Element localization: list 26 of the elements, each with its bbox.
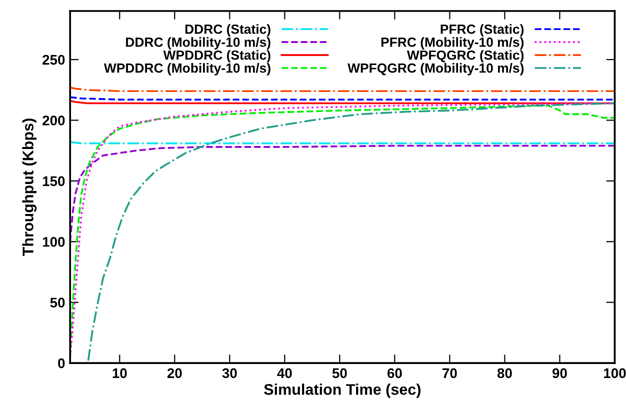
y-tick-label: 50 [50, 298, 65, 308]
legend-label: WPDDRC (Static) [163, 50, 270, 62]
legend-label: WPFQGRC (Static) [406, 50, 524, 62]
x-tick-label: 80 [497, 368, 512, 378]
x-tick-label: 40 [277, 368, 292, 378]
y-tick-label: 200 [42, 116, 65, 126]
x-tick-label: 70 [442, 368, 457, 378]
x-tick-label: 100 [604, 368, 626, 378]
y-tick-label: 150 [42, 176, 65, 186]
legend-label: WPDDRC (Mobility-10 m/s) [104, 63, 270, 76]
legend-label: DDRC (Mobility-10 m/s) [126, 37, 270, 50]
y-tick-label: 100 [42, 236, 65, 247]
y-tick-label: 250 [42, 54, 65, 65]
x-tick-label: 50 [332, 368, 347, 378]
x-tick-label: 10 [112, 368, 127, 378]
y-axis-title: Throughput (Kbps) [22, 118, 37, 256]
legend-label: DDRC (Static) [185, 24, 270, 36]
x-tick-label: 90 [552, 368, 567, 378]
x-axis-title: Simulation Time (sec) [264, 384, 420, 398]
x-tick-label: 30 [222, 368, 237, 378]
x-tick-label: 20 [167, 368, 182, 378]
legend-label: PFRC (Mobility-10 m/s) [381, 37, 524, 50]
y-tick-label: 0 [58, 358, 65, 368]
x-tick-label: 60 [387, 368, 402, 378]
legend-label: WPFQGRC (Mobility-10 m/s) [348, 63, 524, 76]
legend-label: PFRC (Static) [440, 24, 524, 36]
